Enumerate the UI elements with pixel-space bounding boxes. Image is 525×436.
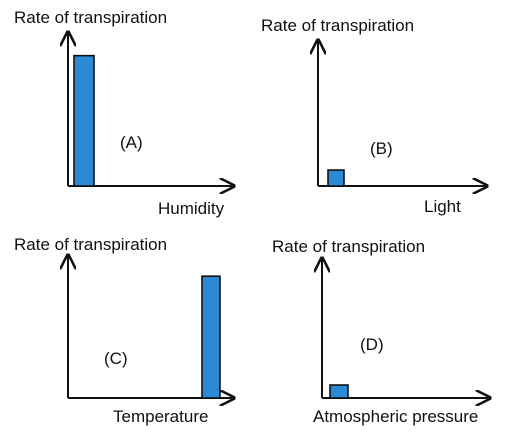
panel-d: Rate of transpiration (D) Atmospheric pr… bbox=[272, 237, 490, 426]
panel-c: Rate of transpiration (C) Temperature bbox=[14, 235, 234, 426]
panel-c-ylabel: Rate of transpiration bbox=[14, 235, 167, 254]
panel-b: Rate of transpiration (B) Light bbox=[261, 16, 487, 216]
panel-d-bar bbox=[329, 384, 349, 399]
panel-b-ylabel: Rate of transpiration bbox=[261, 16, 414, 35]
panel-d-xlabel: Atmospheric pressure bbox=[313, 407, 478, 426]
panel-a-bar bbox=[73, 54, 95, 187]
panel-c-xlabel: Temperature bbox=[113, 407, 208, 426]
panel-c-label: (C) bbox=[104, 349, 128, 368]
panel-a-ylabel: Rate of transpiration bbox=[14, 8, 167, 27]
panel-b-xlabel: Light bbox=[424, 197, 461, 216]
panel-a: Rate of transpiration (A) Humidity bbox=[14, 8, 234, 218]
panel-b-bar bbox=[327, 169, 345, 187]
panel-a-label: (A) bbox=[120, 133, 143, 152]
panel-d-label: (D) bbox=[360, 335, 384, 354]
panel-a-xlabel: Humidity bbox=[158, 199, 225, 218]
panel-b-label: (B) bbox=[370, 139, 393, 158]
panel-d-ylabel: Rate of transpiration bbox=[272, 237, 425, 256]
panel-c-bar bbox=[201, 275, 221, 399]
